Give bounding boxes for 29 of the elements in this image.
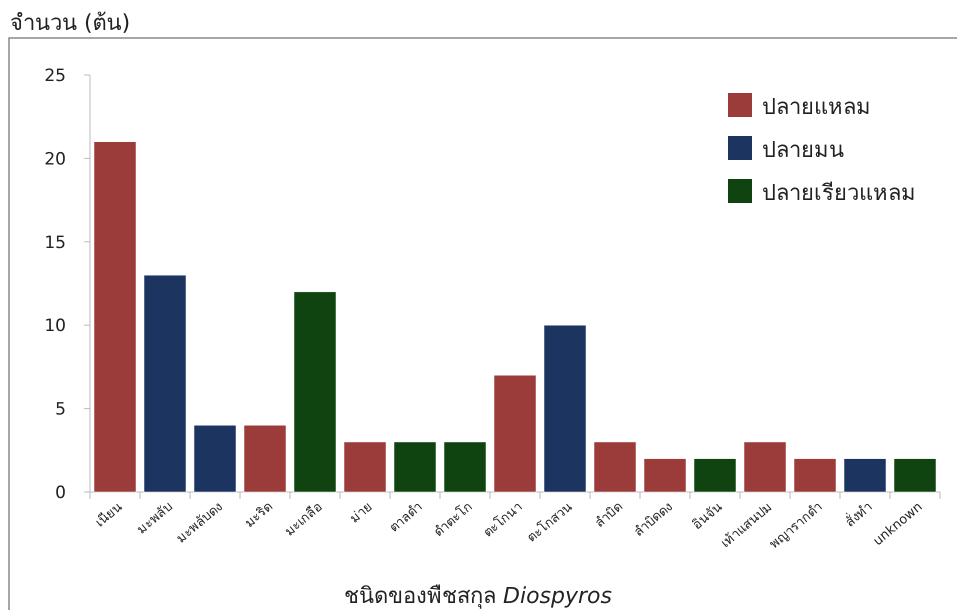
bar	[744, 442, 786, 492]
bar	[344, 442, 386, 492]
bar	[794, 458, 836, 492]
bar	[394, 442, 436, 492]
y-tick-label: 5	[55, 400, 66, 420]
y-tick-label: 20	[44, 149, 66, 170]
bar	[544, 324, 586, 492]
y-tick-label: 0	[55, 483, 66, 503]
legend-label: ปลายแหลม	[762, 95, 871, 120]
bar	[194, 425, 236, 492]
x-axis-title: ชนิดของพืชสกุล Diospyros	[344, 584, 612, 609]
bar	[244, 425, 286, 492]
y-tick-label: 15	[44, 232, 66, 253]
bar	[444, 442, 486, 492]
y-tick-label: 10	[44, 316, 66, 336]
bar	[294, 292, 336, 492]
bar	[494, 374, 536, 492]
legend-label: ปลายมน	[762, 138, 844, 163]
bar	[644, 458, 686, 492]
y-axis-title: จำนวน (ต้น)	[10, 11, 130, 36]
bar	[594, 442, 636, 492]
y-tick-label: 25	[44, 66, 66, 86]
x-tick-label: ม่าย	[348, 500, 376, 526]
bar	[844, 458, 886, 492]
bar	[894, 458, 936, 492]
legend-label: ปลายเรียวแหลม	[762, 181, 916, 206]
bar	[144, 274, 186, 492]
bar	[94, 141, 136, 492]
bar	[694, 458, 736, 492]
